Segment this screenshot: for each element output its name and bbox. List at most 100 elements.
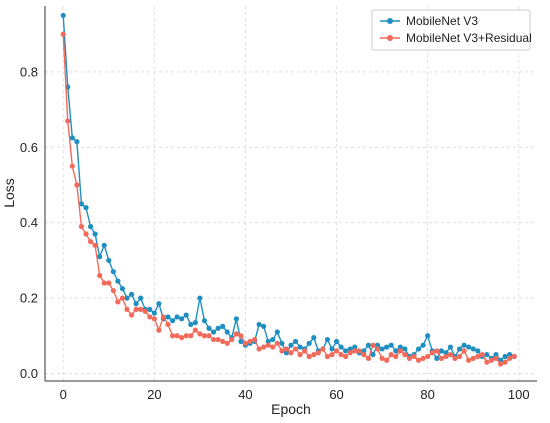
data-point	[484, 352, 490, 358]
axes	[44, 6, 537, 382]
data-point	[124, 295, 130, 301]
data-point	[256, 346, 262, 352]
data-point	[74, 139, 80, 145]
data-point	[356, 348, 362, 354]
x-tick-label: 100	[508, 387, 530, 402]
data-point	[452, 355, 458, 361]
legend-marker-mobilenet-v3-residual	[387, 35, 393, 41]
data-point	[502, 359, 508, 365]
data-point	[265, 338, 271, 345]
data-point	[238, 338, 244, 345]
data-point	[352, 344, 358, 350]
data-point	[497, 361, 504, 367]
data-point	[374, 346, 381, 352]
data-point	[461, 342, 467, 348]
y-tick-label: 0.8	[20, 64, 38, 79]
data-point	[179, 316, 185, 322]
data-point	[315, 350, 321, 356]
y-tick-label: 0.2	[20, 291, 38, 306]
data-point	[292, 338, 299, 345]
data-point	[297, 352, 303, 358]
data-point	[274, 340, 280, 346]
data-point	[151, 316, 157, 322]
data-point	[206, 333, 212, 339]
data-point	[324, 353, 331, 360]
data-point	[402, 352, 408, 358]
data-point	[397, 344, 403, 350]
data-point	[242, 340, 249, 346]
data-point	[466, 344, 472, 350]
data-point	[133, 301, 139, 307]
data-point	[283, 350, 290, 356]
data-point	[384, 344, 390, 350]
data-point	[220, 323, 226, 329]
data-point	[83, 205, 89, 211]
data-point	[507, 355, 513, 361]
data-point	[329, 346, 335, 352]
x-tick-label: 60	[329, 387, 343, 402]
data-point	[384, 357, 390, 363]
data-point	[415, 357, 422, 363]
data-point	[270, 344, 276, 350]
data-point	[502, 353, 508, 360]
data-point	[343, 348, 349, 354]
data-point	[411, 353, 417, 360]
data-point	[493, 355, 499, 361]
data-point	[97, 254, 103, 260]
data-point	[138, 306, 144, 312]
data-point	[292, 346, 299, 352]
data-point	[447, 344, 454, 350]
data-point	[110, 269, 116, 275]
data-point	[160, 314, 167, 320]
data-point	[443, 350, 449, 356]
data-point	[74, 182, 80, 188]
data-point	[347, 350, 353, 356]
data-point	[456, 353, 463, 360]
data-point	[128, 291, 135, 297]
data-point	[324, 336, 331, 343]
data-point	[393, 348, 399, 354]
x-tick-label: 20	[147, 387, 161, 402]
data-point	[97, 272, 103, 279]
data-point	[92, 231, 98, 237]
data-point	[206, 325, 212, 331]
legend-frame	[371, 9, 531, 51]
legend: MobileNet V3 MobileNet V3+Residual	[371, 9, 532, 51]
data-point	[347, 346, 353, 352]
data-point	[65, 118, 71, 124]
data-point	[274, 329, 280, 335]
data-point	[434, 355, 440, 361]
data-point	[306, 353, 312, 360]
data-point	[333, 348, 340, 354]
grid	[45, 6, 537, 381]
data-point	[201, 318, 208, 324]
data-point	[87, 238, 94, 245]
data-point	[183, 312, 189, 318]
data-point	[183, 333, 189, 339]
data-point	[201, 333, 208, 339]
data-point	[174, 314, 180, 320]
data-point	[338, 352, 344, 358]
data-point	[365, 355, 372, 361]
data-point	[261, 344, 267, 350]
data-point	[197, 331, 203, 337]
data-point	[224, 329, 230, 335]
data-point	[133, 306, 139, 312]
data-point	[101, 242, 107, 248]
data-point	[165, 314, 171, 320]
data-point	[443, 353, 449, 360]
data-point	[229, 336, 235, 343]
data-point	[192, 327, 198, 333]
data-point	[415, 346, 422, 352]
data-point	[343, 353, 349, 360]
data-point	[388, 342, 394, 348]
data-point	[311, 335, 317, 341]
data-point	[156, 327, 162, 333]
data-point	[333, 338, 340, 345]
data-point	[438, 355, 444, 361]
data-point	[461, 348, 467, 354]
series	[60, 12, 517, 367]
y-tick-labels: 0.0 0.2 0.4 0.6 0.8	[20, 64, 38, 381]
data-point	[420, 355, 426, 361]
